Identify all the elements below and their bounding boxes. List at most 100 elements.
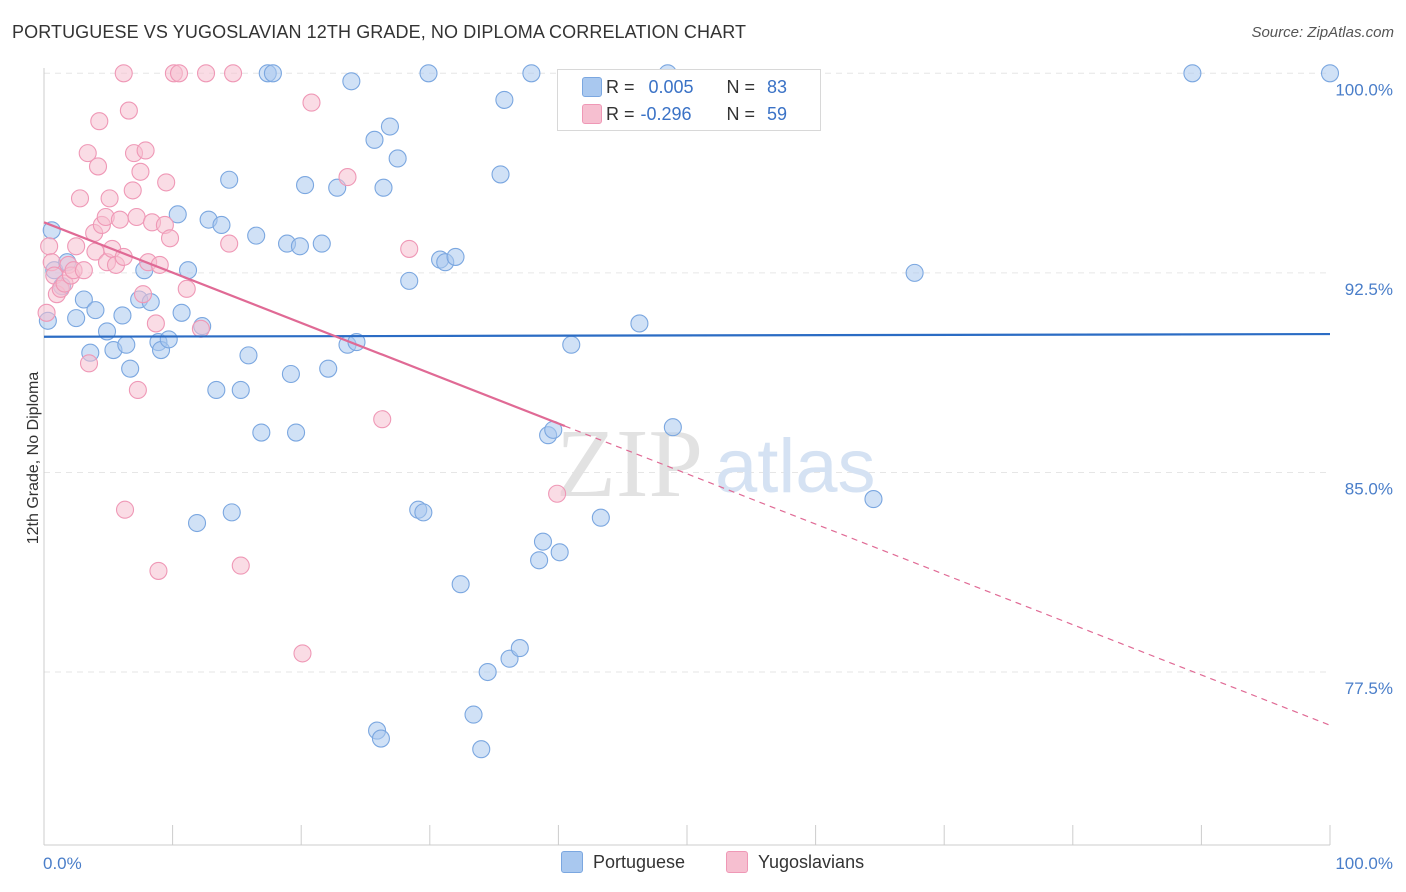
x-tick-label-start: 0.0% [43, 854, 82, 873]
legend-label-portuguese: Portuguese [593, 851, 686, 872]
portuguese-point [252, 423, 271, 442]
yugoslavian-point [123, 181, 142, 200]
portuguese-point [630, 314, 649, 333]
stats-row-portuguese: R = 0.005 N = 83 [582, 74, 788, 100]
legend: Portuguese Yugoslavians [0, 851, 1406, 877]
n-label: N = [726, 76, 756, 97]
yugoslavian-point [114, 64, 133, 83]
yugoslavian-point [223, 64, 243, 83]
yugoslavian-point [302, 93, 321, 112]
portuguese-point [207, 380, 226, 400]
portuguese-point [864, 490, 883, 509]
yugoslavian-point [231, 556, 250, 575]
yugoslavian-point [127, 207, 146, 227]
yugoslavian-point [146, 314, 165, 333]
source-label: Source: ZipAtlas.com [1251, 24, 1394, 41]
portuguese-point [172, 303, 191, 322]
portuguese-point [419, 64, 438, 83]
portuguese-point [380, 117, 399, 136]
yugoslavian-point [133, 285, 153, 304]
legend-swatch-yugoslavians [726, 851, 748, 873]
yugoslavian-point [37, 303, 56, 322]
portuguese-point [550, 543, 569, 562]
portuguese-point [342, 72, 361, 91]
portuguese-point [400, 271, 419, 290]
portuguese-point [446, 247, 465, 266]
yugoslavian-point [119, 101, 138, 120]
portuguese-point [530, 551, 549, 570]
chart-title: PORTUGUESE VS YUGOSLAVIAN 12TH GRADE, NO… [12, 22, 747, 42]
n-value: 83 [767, 76, 788, 97]
yugoslavian-point [74, 261, 93, 280]
y-tick-label: 100.0% [1335, 80, 1393, 99]
portuguese-point [296, 176, 315, 195]
yugoslavian-point [293, 644, 312, 663]
trend-line-solid [43, 221, 566, 428]
y-tick-label: 85.0% [1345, 479, 1393, 498]
yugoslavian-point [78, 144, 97, 163]
portuguese-point [281, 364, 300, 384]
stats-swatch-yugoslavian [582, 104, 602, 124]
r-label: R = [606, 103, 635, 124]
legend-item-portuguese[interactable]: Portuguese [561, 851, 685, 873]
stats-row-yugoslavian: R = -0.296 N = 59 [582, 101, 787, 127]
legend-item-yugoslavians[interactable]: Yugoslavians [726, 851, 864, 873]
yugoslavian-point [373, 410, 392, 429]
stats-box: R = 0.005 N = 83 R = -0.296 N = 59 [557, 69, 821, 131]
portuguese-point [168, 205, 187, 224]
yugoslavian-point [177, 279, 196, 298]
yugoslavian-point [338, 168, 357, 187]
portuguese-point [121, 359, 140, 378]
yugoslavian-point [100, 189, 119, 208]
portuguese-point [388, 149, 407, 168]
portuguese-point [451, 575, 470, 594]
yugoslavian-point [149, 561, 168, 580]
portuguese-point [290, 237, 309, 256]
yugoslavian-point [220, 234, 239, 253]
portuguese-point [86, 301, 105, 320]
yugoslavian-point [79, 354, 99, 373]
yugoslavian-point [196, 64, 216, 83]
y-tick-label: 92.5% [1345, 280, 1393, 299]
portuguese-point [478, 662, 497, 682]
portuguese-point [113, 306, 132, 325]
portuguese-point [159, 330, 178, 349]
portuguese-point [371, 729, 390, 748]
yugoslavian-point [88, 157, 108, 176]
yugoslavian-point [548, 484, 567, 503]
r-label: R = [606, 76, 635, 97]
y-tick-label: 77.5% [1345, 679, 1393, 698]
r-value: -0.296 [640, 103, 692, 124]
portuguese-point [117, 335, 136, 354]
portuguese-point [312, 234, 331, 253]
portuguese-point [1320, 64, 1340, 83]
portuguese-point [374, 178, 393, 197]
portuguese-point [495, 90, 514, 109]
legend-swatch-portuguese [561, 851, 583, 873]
yugoslavian-point [67, 237, 86, 256]
portuguese-point [212, 215, 231, 235]
yugoslavian-point [110, 210, 129, 229]
yugoslavian-point [128, 380, 147, 400]
axis-layer: 77.5% 85.0% 92.5% 100.0% [43, 68, 1393, 846]
portuguese-point [414, 503, 433, 522]
portuguese-point [365, 130, 384, 149]
portuguese-point [562, 335, 581, 354]
n-label: N = [726, 103, 756, 124]
grid-layer [44, 72, 1330, 673]
yugoslavian-point [40, 237, 59, 256]
yugoslavian-point [131, 162, 150, 181]
portuguese-point [287, 423, 306, 442]
portuguese-point [239, 346, 258, 365]
portuguese-point [472, 740, 491, 759]
stats-swatch-portuguese [582, 77, 602, 97]
portuguese-point [247, 226, 266, 245]
yugoslavian-point [157, 173, 176, 192]
portuguese-point [67, 309, 86, 328]
yugoslavian-point [90, 112, 109, 131]
portuguese-point [522, 64, 541, 83]
yugoslavian-point [191, 319, 210, 338]
watermark-atlas: atlas [715, 424, 876, 509]
portuguese-point [220, 170, 239, 189]
